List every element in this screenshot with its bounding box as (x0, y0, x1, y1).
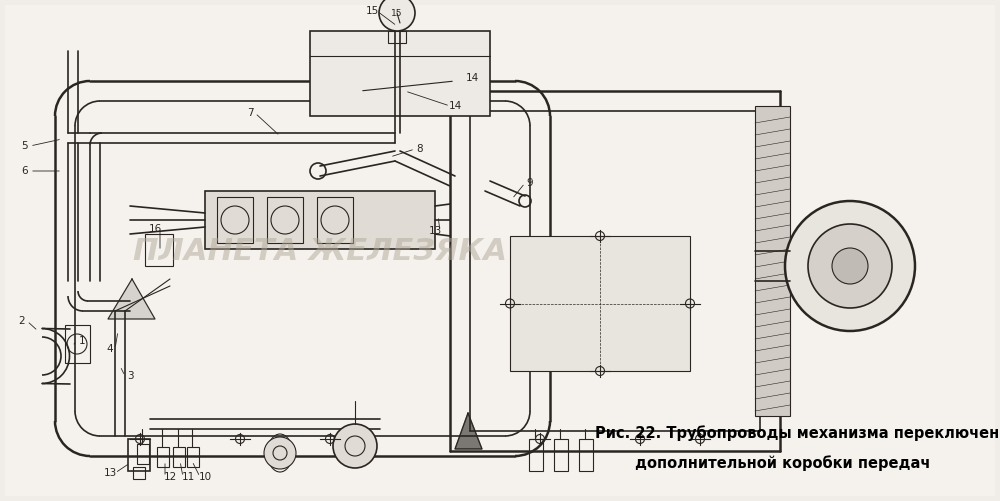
Text: 8: 8 (417, 144, 423, 154)
Circle shape (832, 248, 868, 284)
Circle shape (379, 0, 415, 31)
Bar (388, 31, 406, 43)
Text: 13: 13 (428, 226, 442, 236)
Text: 13: 13 (103, 468, 117, 478)
Text: 5: 5 (22, 141, 28, 151)
Text: 9: 9 (527, 178, 533, 188)
Text: Рис. 22. Трубопроводы механизма переключения: Рис. 22. Трубопроводы механизма переключ… (595, 425, 1000, 441)
Text: 14: 14 (448, 101, 462, 111)
Bar (579, 439, 593, 471)
Bar (145, 234, 173, 266)
Text: 4: 4 (107, 344, 113, 354)
Bar (267, 197, 303, 243)
Polygon shape (108, 279, 155, 319)
Text: 3: 3 (127, 371, 133, 381)
Bar (187, 447, 199, 467)
Bar (217, 197, 253, 243)
Polygon shape (455, 413, 482, 449)
Bar (157, 447, 169, 467)
Circle shape (264, 437, 296, 469)
Bar (128, 439, 150, 471)
Bar (205, 191, 435, 249)
Text: 6: 6 (22, 166, 28, 176)
Bar (310, 31, 490, 116)
Bar (554, 439, 568, 471)
Text: дополнительной коробки передач: дополнительной коробки передач (635, 455, 930, 471)
Text: ПЛАНЕТА ЖЕЛЕЗЯКА: ПЛАНЕТА ЖЕЛЕЗЯКА (133, 236, 507, 266)
Bar (137, 444, 149, 464)
Text: 10: 10 (198, 472, 212, 482)
Text: 14: 14 (465, 73, 479, 83)
Bar (133, 467, 145, 479)
Bar (173, 447, 185, 467)
Text: 15: 15 (391, 9, 403, 18)
Text: 1: 1 (79, 336, 85, 346)
Circle shape (785, 201, 915, 331)
Circle shape (808, 224, 892, 308)
Text: 12: 12 (163, 472, 177, 482)
Text: 11: 11 (181, 472, 195, 482)
Bar (529, 439, 543, 471)
Text: 7: 7 (247, 108, 253, 118)
Text: 16: 16 (148, 224, 162, 234)
Text: 2: 2 (19, 316, 25, 326)
Bar (65, 325, 90, 363)
Bar (317, 197, 353, 243)
Circle shape (333, 424, 377, 468)
Text: 15: 15 (365, 6, 379, 16)
Bar (510, 236, 690, 371)
Bar (755, 106, 790, 416)
